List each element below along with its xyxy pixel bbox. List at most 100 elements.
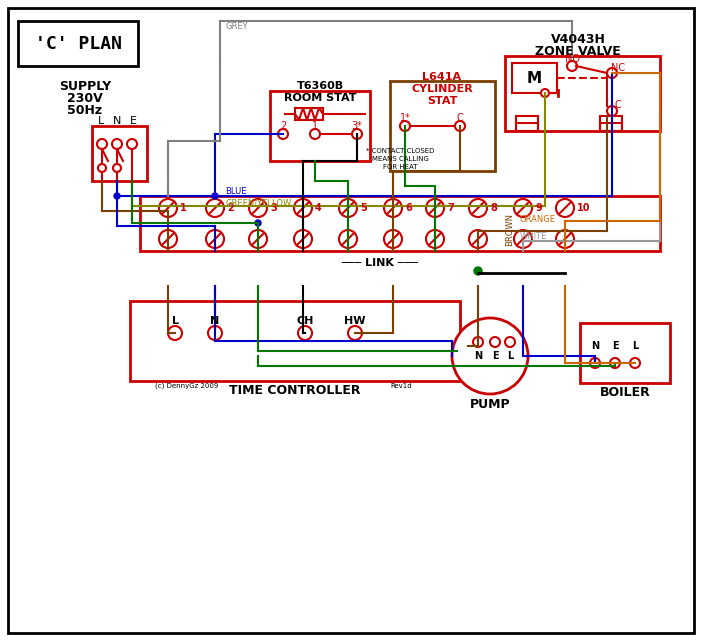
Bar [600,123,622,131]
Circle shape [294,199,312,217]
Circle shape [168,326,182,340]
Text: BOILER: BOILER [600,387,650,399]
Circle shape [514,230,532,248]
Circle shape [208,326,222,340]
Circle shape [339,230,357,248]
Circle shape [249,230,267,248]
Circle shape [112,139,122,149]
Text: N: N [113,116,121,126]
Text: 2: 2 [227,203,234,213]
Text: 6: 6 [405,203,412,213]
Text: MEANS CALLING: MEANS CALLING [371,156,428,162]
Text: C: C [615,100,621,110]
Text: ─── LINK ───: ─── LINK ─── [341,258,418,268]
Text: N: N [474,351,482,361]
Text: ZONE VALVE: ZONE VALVE [535,44,621,58]
Text: STAT: STAT [427,96,457,106]
Text: Rev1d: Rev1d [390,383,411,389]
Circle shape [400,121,410,131]
Bar [516,116,538,131]
Text: L: L [171,316,178,326]
Circle shape [352,129,362,139]
Circle shape [339,199,357,217]
Text: L: L [507,351,513,361]
Circle shape [590,358,600,368]
Circle shape [278,129,288,139]
Text: E: E [491,351,498,361]
Circle shape [206,199,224,217]
Circle shape [310,129,320,139]
Circle shape [348,326,362,340]
Text: FOR HEAT: FOR HEAT [383,164,417,170]
Text: T6360B: T6360B [296,81,343,91]
Bar [295,108,323,120]
Bar [600,116,622,131]
Circle shape [206,230,224,248]
Text: CH: CH [296,316,314,326]
Circle shape [469,199,487,217]
Circle shape [113,164,121,172]
Circle shape [384,230,402,248]
Text: M: M [526,71,541,85]
Bar [92,126,147,181]
Text: CYLINDER: CYLINDER [411,84,473,94]
Circle shape [630,358,640,368]
Text: 8: 8 [490,203,497,213]
Text: 50Hz: 50Hz [67,103,102,117]
Bar [270,91,370,161]
Text: 1: 1 [312,121,318,131]
Circle shape [473,337,483,347]
Text: 1*: 1* [399,113,411,123]
Text: GREY: GREY [225,22,248,31]
Text: PUMP: PUMP [470,397,510,410]
Circle shape [298,326,312,340]
Text: 9: 9 [535,203,542,213]
Text: L641A: L641A [423,72,461,82]
Circle shape [556,199,574,217]
Circle shape [556,230,574,248]
Text: TIME CONTROLLER: TIME CONTROLLER [230,385,361,397]
Circle shape [159,199,177,217]
Circle shape [97,139,107,149]
Text: BROWN: BROWN [505,213,514,246]
Circle shape [98,164,106,172]
Text: L: L [632,341,638,351]
Text: N: N [591,341,599,351]
Circle shape [426,199,444,217]
Text: E: E [611,341,618,351]
Text: ORANGE: ORANGE [520,215,556,224]
Circle shape [469,230,487,248]
Text: BLUE: BLUE [225,187,246,196]
Text: 7: 7 [447,203,453,213]
Text: 230V: 230V [67,92,103,104]
Circle shape [607,68,617,78]
Text: 3*: 3* [352,121,362,131]
Text: 5: 5 [360,203,366,213]
Bar [18,21,138,66]
Bar [390,81,495,171]
Text: N: N [211,316,220,326]
Circle shape [610,358,620,368]
Bar [505,56,660,131]
Circle shape [249,199,267,217]
Text: WHITE: WHITE [520,231,548,240]
Circle shape [474,267,482,275]
Circle shape [541,89,549,97]
Circle shape [452,318,528,394]
Circle shape [294,230,312,248]
Text: 10: 10 [577,203,590,213]
Text: NC: NC [611,63,625,73]
Text: 1: 1 [180,203,187,213]
Circle shape [455,121,465,131]
Circle shape [159,230,177,248]
Circle shape [127,139,137,149]
Text: NO: NO [564,54,579,64]
Circle shape [607,106,617,116]
Bar [580,323,670,383]
Bar [130,301,460,381]
Text: SUPPLY: SUPPLY [59,79,111,92]
Circle shape [514,199,532,217]
Circle shape [384,199,402,217]
Text: 2: 2 [280,121,286,131]
Circle shape [490,337,500,347]
